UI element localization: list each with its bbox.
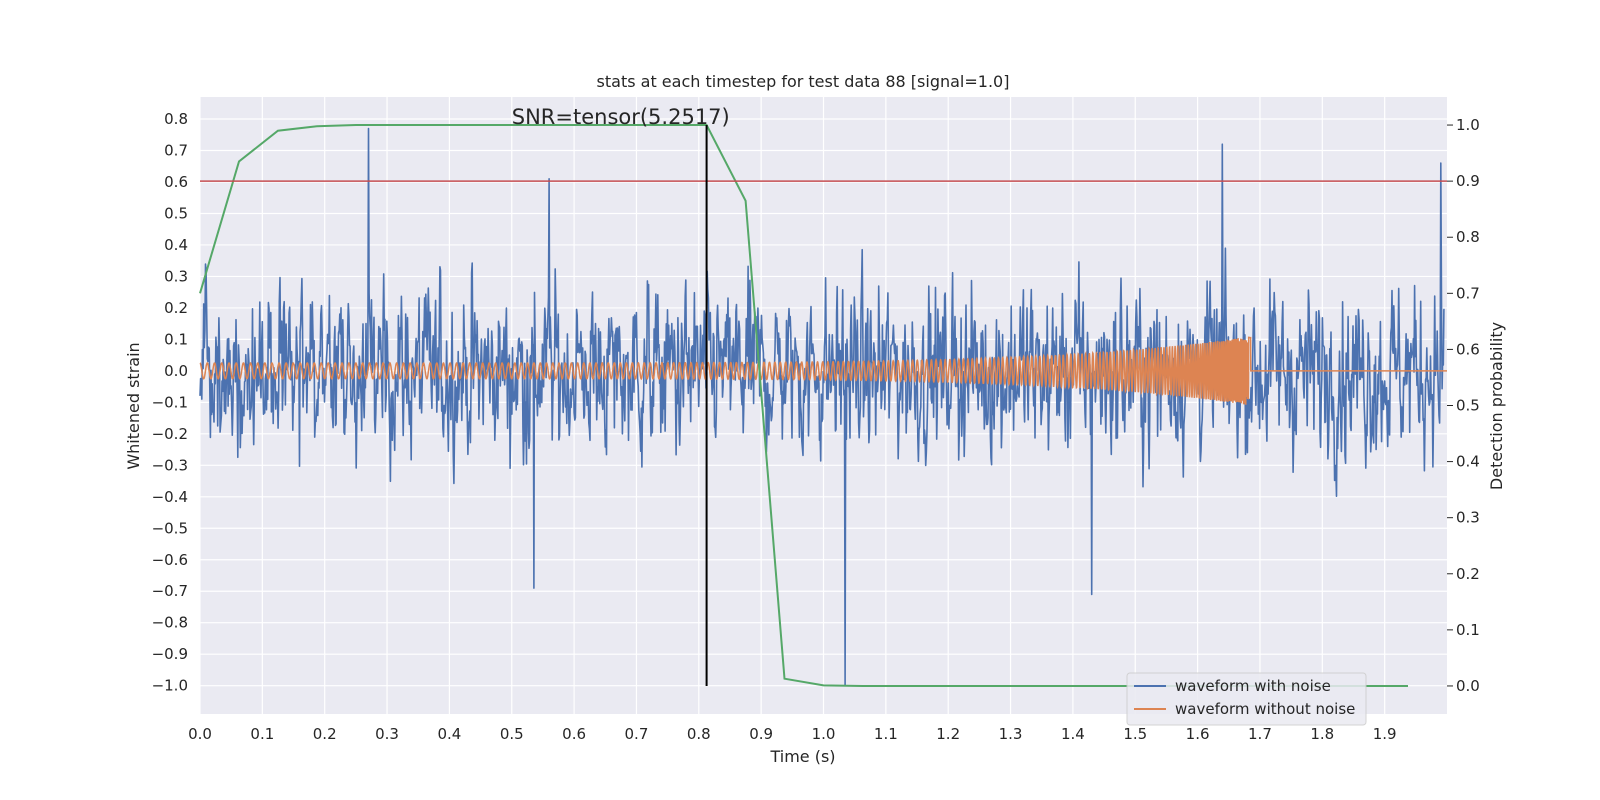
x-tick-label: 1.0 <box>812 725 836 743</box>
y-tick-label: 0.5 <box>164 204 188 222</box>
series-waveform-without-noise <box>199 336 1447 405</box>
y-right-tick-label: 0.7 <box>1456 284 1480 302</box>
y-tick-label: 0.6 <box>164 173 188 191</box>
x-tick-label: 0.1 <box>250 725 274 743</box>
x-tick-label: 1.1 <box>874 725 898 743</box>
y-right-tick-label: 0.9 <box>1456 172 1480 190</box>
y-right-tick-label: 0.1 <box>1456 621 1480 639</box>
y-right-tick-label: 0.6 <box>1456 340 1480 358</box>
legend-box <box>1126 672 1367 726</box>
legend-label-noise: waveform with noise <box>1175 677 1331 695</box>
y-tick-label: −0.3 <box>152 456 188 474</box>
x-tick-label: 0.8 <box>687 725 711 743</box>
x-tick-label: 1.5 <box>1123 725 1147 743</box>
y-right-tick-label: 0.3 <box>1456 509 1480 527</box>
y-right-axis-label: Detection probability <box>1487 322 1506 490</box>
x-tick-label: 0.7 <box>625 725 649 743</box>
y-tick-label: −0.9 <box>152 645 188 663</box>
x-axis-label: Time (s) <box>769 747 835 766</box>
x-tick-label: 0.6 <box>562 725 586 743</box>
y-tick-label: 0.4 <box>164 236 188 254</box>
y-axis-label: Whitened strain <box>124 342 143 469</box>
grid <box>199 97 1447 714</box>
x-tick-label: 1.8 <box>1310 725 1334 743</box>
y-tick-label: −0.4 <box>152 488 188 506</box>
x-tick-label: 1.3 <box>999 725 1023 743</box>
y-tick-label: 0.8 <box>164 110 188 128</box>
y-right-tick-label: 0.4 <box>1456 453 1480 471</box>
x-tick-label: 0.4 <box>437 725 461 743</box>
x-tick-label: 1.9 <box>1373 725 1397 743</box>
legend-label-clean: waveform without noise <box>1175 700 1355 718</box>
x-tick-label: 0.5 <box>500 725 524 743</box>
y-right-tick-label: 1.0 <box>1456 116 1480 134</box>
x-tick-label: 0.9 <box>749 725 773 743</box>
y-tick-label: −0.1 <box>152 393 188 411</box>
snr-annotation: SNR=tensor(5.2517) <box>512 105 730 129</box>
y-tick-label: −1.0 <box>152 677 188 695</box>
y-right-tick-label: 0.2 <box>1456 565 1480 583</box>
x-tick-label: 1.4 <box>1061 725 1085 743</box>
y-tick-label: −0.6 <box>152 551 188 569</box>
x-tick-label: 1.7 <box>1248 725 1272 743</box>
chart-title: stats at each timestep for test data 88 … <box>597 72 1010 91</box>
y-right-tick-label: 0.8 <box>1456 228 1480 246</box>
y-tick-label: 0.0 <box>164 362 188 380</box>
y-tick-label: 0.3 <box>164 267 188 285</box>
y-tick-label: −0.5 <box>152 519 188 537</box>
x-tick-label: 0.0 <box>188 725 212 743</box>
ticks-layer: 0.0 0.1 0.2 0.3 0.4 0.5 0.6 0.7 0.8 0.9 1.0 1.1 1.2 1… <box>152 110 1480 743</box>
y-right-tick-label: 0.0 <box>1456 677 1480 695</box>
y-tick-label: 0.7 <box>164 142 188 160</box>
y-tick-label: −0.7 <box>152 582 188 600</box>
legend: waveform with noise waveform without noi… <box>1126 672 1367 726</box>
x-tick-label: 0.3 <box>375 725 399 743</box>
y-tick-label: 0.2 <box>164 299 188 317</box>
y-tick-label: 0.1 <box>164 330 188 348</box>
y-right-tick-label: 0.5 <box>1456 397 1480 415</box>
x-tick-label: 1.2 <box>936 725 960 743</box>
x-tick-label: 0.2 <box>313 725 337 743</box>
series-waveform-with-noise <box>199 127 1445 687</box>
y-tick-label: −0.2 <box>152 425 188 443</box>
x-tick-label: 1.6 <box>1186 725 1210 743</box>
y-tick-label: −0.8 <box>152 614 188 632</box>
